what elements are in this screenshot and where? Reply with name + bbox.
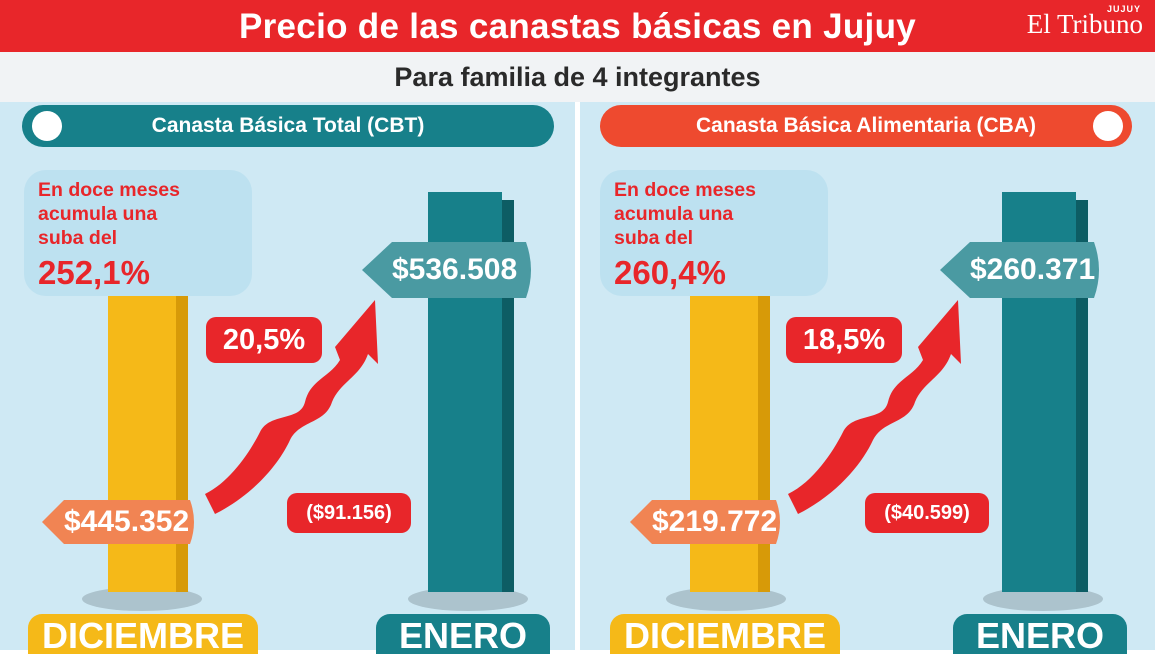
circle-marker-icon <box>32 111 62 141</box>
cbt-accum-box: En doce meses acumula una suba del 252,1… <box>24 170 252 296</box>
accum-line: acumula una <box>614 203 734 225</box>
cbt-label-enero-bg <box>362 242 531 298</box>
cba-value-enero: $260.371 <box>970 253 1096 286</box>
accum-line: acumula una <box>38 203 158 225</box>
cbt-title: Canasta Básica Total (CBT) <box>151 114 425 137</box>
trend-arrow-icon <box>205 300 378 514</box>
cbt-accum-text: En doce meses acumula una suba del <box>38 178 180 250</box>
cba-panel: Canasta Básica Alimentaria (CBA) En doce… <box>580 102 1155 654</box>
cba-accum-box: En doce meses acumula una suba del 260,4… <box>600 170 828 296</box>
accum-line: suba del <box>38 227 118 249</box>
cbt-title-pill: Canasta Básica Total (CBT) <box>22 105 554 147</box>
cbt-panel: Canasta Básica Total (CBT) En doce meses… <box>0 102 575 654</box>
cbt-accum-pct: 252,1% <box>38 254 150 291</box>
cba-bar-shadow <box>666 587 786 611</box>
subtitle-bar <box>0 52 1155 102</box>
cba-chart-graphics <box>630 192 1103 611</box>
cbt-value-diciembre: $445.352 <box>64 505 190 538</box>
cba-label-enero-bg <box>940 242 1099 298</box>
cbt-month-enero: ENERO <box>376 614 550 654</box>
page-title: Precio de las canastas básicas en Jujuy <box>238 7 917 46</box>
title-bar <box>0 0 1155 52</box>
cbt-monthly-change: 20,5% <box>206 317 322 363</box>
cba-value-diciembre: $219.772 <box>652 505 778 538</box>
cbt-month-diciembre: DICIEMBRE <box>28 614 258 654</box>
page-subtitle: Para familia de 4 integrantes <box>394 62 761 92</box>
accum-line: En doce meses <box>38 179 180 201</box>
cba-month-enero: ENERO <box>953 614 1127 654</box>
cbt-value-enero: $536.508 <box>392 253 518 286</box>
brand-region: JUJUY <box>1106 4 1141 14</box>
cba-monthly-change: 18,5% <box>786 317 902 363</box>
cba-title: Canasta Básica Alimentaria (CBA) <box>696 114 1036 137</box>
cba-difference: ($40.599) <box>865 493 989 533</box>
cbt-bar-shadow <box>82 587 202 611</box>
circle-marker-icon <box>1093 111 1123 141</box>
cba-bar-shadow <box>983 587 1103 611</box>
brand-logo: El Tribuno <box>1026 9 1143 39</box>
cbt-bar-shadow <box>408 587 528 611</box>
cba-month-diciembre: DICIEMBRE <box>610 614 840 654</box>
accum-line: En doce meses <box>614 179 756 201</box>
cba-accum-pct: 260,4% <box>614 254 726 291</box>
cba-title-pill: Canasta Básica Alimentaria (CBA) <box>600 105 1132 147</box>
accum-line: suba del <box>614 227 694 249</box>
cba-accum-text: En doce meses acumula una suba del <box>614 178 756 250</box>
cba-label-diciembre-bg <box>630 500 780 544</box>
trend-arrow-icon <box>788 300 961 514</box>
cbt-label-diciembre-bg <box>42 500 194 544</box>
cbt-difference: ($91.156) <box>287 493 411 533</box>
